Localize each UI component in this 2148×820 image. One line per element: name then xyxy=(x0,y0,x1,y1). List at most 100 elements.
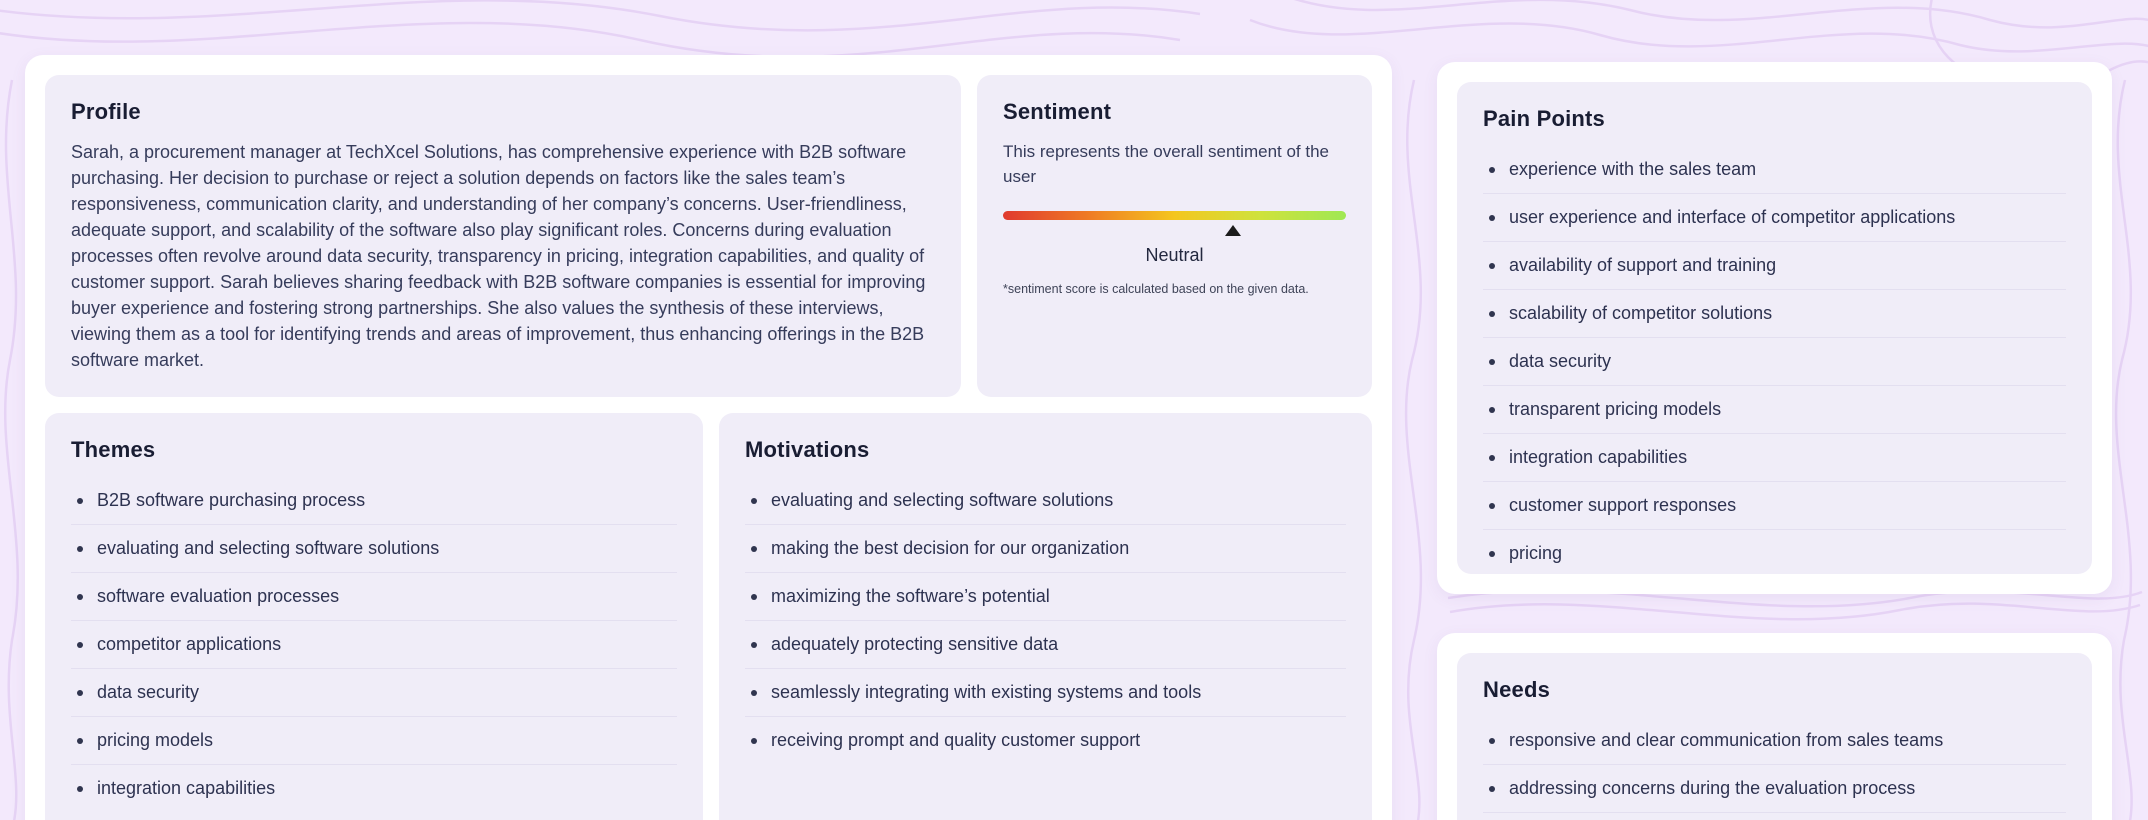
needs-list: responsive and clear communication from … xyxy=(1483,717,2066,820)
sentiment-card: Sentiment This represents the overall se… xyxy=(977,75,1372,397)
profile-title: Profile xyxy=(71,99,141,124)
list-item-text: availability of support and training xyxy=(1509,255,1777,275)
list-item: maximizing the software’s potential xyxy=(745,573,1346,621)
bullet-icon xyxy=(77,545,83,552)
list-item-text: integration capabilities xyxy=(1509,447,1688,467)
list-item-text: B2B software purchasing process xyxy=(97,490,366,510)
bullet-icon xyxy=(77,689,83,696)
bullet-icon xyxy=(77,497,83,504)
pain-points-card: Pain Points experience with the sales te… xyxy=(1457,82,2092,574)
list-item-text: responsive and clear communication from … xyxy=(1509,730,1944,750)
bullet-icon xyxy=(1489,737,1495,744)
list-item-text: receiving prompt and quality customer su… xyxy=(771,730,1141,750)
sentiment-gradient-bar xyxy=(1003,211,1346,220)
list-item-text: experience with the sales team xyxy=(1509,159,1757,179)
bullet-icon xyxy=(77,785,83,792)
list-item: software evaluation processes xyxy=(71,573,677,621)
needs-panel: Needs responsive and clear communication… xyxy=(1437,633,2112,820)
bullet-icon xyxy=(1489,502,1495,509)
bullet-icon xyxy=(751,497,757,504)
list-item: making the best decision for our organiz… xyxy=(745,525,1346,573)
bullet-icon xyxy=(751,689,757,696)
bullet-icon xyxy=(751,545,757,552)
list-item: data security xyxy=(1483,338,2066,386)
profile-sentiment-row: Profile Sarah, a procurement manager at … xyxy=(45,75,1372,397)
list-item-text: evaluating and selecting software soluti… xyxy=(97,538,440,558)
themes-list: B2B software purchasing process evaluatin… xyxy=(71,477,677,812)
list-item-text: maximizing the software’s potential xyxy=(771,586,1050,606)
list-item: user experience and interface of competi… xyxy=(1483,194,2066,242)
list-item-text: user experience and interface of competi… xyxy=(1509,207,1956,227)
list-item-text: transparent pricing models xyxy=(1509,399,1722,419)
list-item: customer support responses xyxy=(1483,482,2066,530)
sentiment-description: This represents the overall sentiment of… xyxy=(1003,142,1329,186)
needs-card: Needs responsive and clear communication… xyxy=(1457,653,2092,820)
list-item: receiving prompt and quality customer su… xyxy=(745,717,1346,764)
list-item: data security xyxy=(71,669,677,717)
list-item: pricing xyxy=(1483,530,2066,577)
list-item-text: addressing concerns during the evaluatio… xyxy=(1509,778,1916,798)
list-item-text: software evaluation processes xyxy=(97,586,340,606)
needs-title: Needs xyxy=(1483,677,1551,702)
themes-motivations-row: Themes B2B software purchasing process ev… xyxy=(45,413,1372,820)
list-item-text: pricing models xyxy=(97,730,214,750)
motivations-card: Motivations evaluating and selecting sof… xyxy=(719,413,1372,820)
bullet-icon xyxy=(751,737,757,744)
bullet-icon xyxy=(77,737,83,744)
list-item: adequately protecting sensitive data xyxy=(745,621,1346,669)
bullet-icon xyxy=(77,593,83,600)
list-item: B2B software purchasing process xyxy=(71,477,677,525)
list-item: evaluating and selecting software soluti… xyxy=(745,477,1346,525)
list-item-text: data security xyxy=(1509,351,1612,371)
list-item: competitor applications xyxy=(71,621,677,669)
bullet-icon xyxy=(1489,214,1495,221)
list-item: availability of support and training xyxy=(1483,242,2066,290)
sentiment-gauge xyxy=(1003,211,1346,243)
bullet-icon xyxy=(1489,166,1495,173)
list-item-text: data security xyxy=(97,682,200,702)
list-item: integration capabilities xyxy=(1483,434,2066,482)
sentiment-title: Sentiment xyxy=(1003,99,1112,124)
pain-points-panel: Pain Points experience with the sales te… xyxy=(1437,62,2112,594)
sentiment-marker-icon xyxy=(1224,225,1241,236)
list-item: scalability of competitor solutions xyxy=(1483,290,2066,338)
list-item-text: integration capabilities xyxy=(97,778,276,798)
bullet-icon xyxy=(1489,262,1495,269)
bullet-icon xyxy=(77,641,83,648)
list-item: seamlessly integrating with existing sys… xyxy=(745,669,1346,717)
bullet-icon xyxy=(1489,358,1495,365)
list-item-text: customer support responses xyxy=(1509,495,1737,515)
bullet-icon xyxy=(1489,785,1495,792)
list-item: evaluating and selecting software soluti… xyxy=(71,525,677,573)
bullet-icon xyxy=(1489,406,1495,413)
list-item: addressing concerns during the evaluatio… xyxy=(1483,765,2066,813)
profile-card: Profile Sarah, a procurement manager at … xyxy=(45,75,961,397)
list-item-text: adequately protecting sensitive data xyxy=(771,634,1059,654)
themes-title: Themes xyxy=(71,437,156,462)
bullet-icon xyxy=(751,641,757,648)
list-item: pricing models xyxy=(71,717,677,765)
bullet-icon xyxy=(751,593,757,600)
bullet-icon xyxy=(1489,550,1495,557)
list-item-text: evaluating and selecting software soluti… xyxy=(771,490,1114,510)
list-item-text: pricing xyxy=(1509,543,1563,563)
profile-text: Sarah, a procurement manager at TechXcel… xyxy=(71,142,926,370)
list-item: integration capabilities xyxy=(71,765,677,812)
list-item: experience with the sales team xyxy=(1483,146,2066,194)
list-item-text: making the best decision for our organiz… xyxy=(771,538,1130,558)
bullet-icon xyxy=(1489,454,1495,461)
pain-points-title: Pain Points xyxy=(1483,106,1605,131)
motivations-title: Motivations xyxy=(745,437,870,462)
motivations-list: evaluating and selecting software soluti… xyxy=(745,477,1346,764)
list-item: transparent pricing models xyxy=(1483,386,2066,434)
list-item-text: seamlessly integrating with existing sys… xyxy=(771,682,1202,702)
persona-overview-panel: Profile Sarah, a procurement manager at … xyxy=(25,55,1392,820)
list-item-text: competitor applications xyxy=(97,634,282,654)
list-item: responsive and clear communication from … xyxy=(1483,717,2066,765)
list-item-text: scalability of competitor solutions xyxy=(1509,303,1773,323)
list-item: intuitive and user-friendly software xyxy=(1483,813,2066,820)
sentiment-footnote: *sentiment score is calculated based on … xyxy=(1003,282,1309,296)
bullet-icon xyxy=(1489,310,1495,317)
themes-card: Themes B2B software purchasing process ev… xyxy=(45,413,703,820)
pain-points-list: experience with the sales team user exper… xyxy=(1483,146,2066,577)
